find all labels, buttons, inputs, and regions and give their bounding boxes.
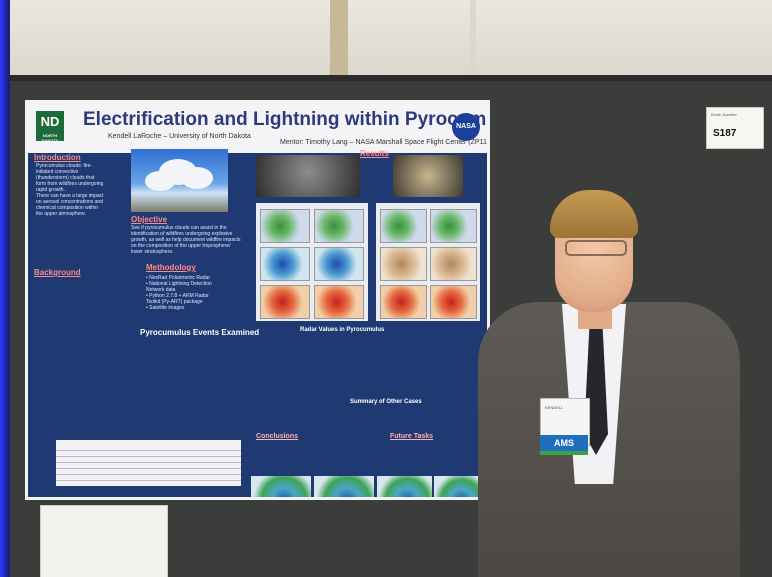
poster-mentor: Mentor: Timothy Lang – NASA Marshall Spa… [280,139,490,146]
radar-map [430,285,477,319]
note-card [40,505,168,577]
radar-map [314,209,364,243]
radar-map [380,209,427,243]
radar-map [430,247,477,281]
radar-map [314,247,364,281]
booth-number: S187 [713,128,737,139]
events-heading: Pyrocumulus Events Examined [140,328,260,337]
radar-map [380,247,427,281]
badge-stripe [540,451,588,455]
objective-text: See if pyrocumulus clouds can assist in … [131,225,241,255]
table-row [56,470,241,475]
radar-map [380,285,427,319]
research-poster: ND NORTH DAKOTA Electrification and Ligh… [25,100,490,500]
cloud-shape [181,167,213,189]
table-row [56,464,241,469]
satellite-image [256,155,360,197]
table-row [56,476,241,481]
radar-map [314,285,364,319]
radar-image [434,476,484,497]
badge-name: KENDELL [545,405,564,410]
summary-heading: Summary of Other Cases [350,399,422,405]
cloud-shape [145,171,175,191]
radar-map [430,209,477,243]
table-row [56,452,241,457]
sign-caption: Booth Number [711,112,737,117]
poster-title: Electrification and Lightning within Pyr… [83,109,487,130]
radar-image [377,476,432,497]
wall-seam [470,0,476,90]
poster-header: ND NORTH DAKOTA Electrification and Ligh… [28,103,487,153]
future-tasks-heading: Future Tasks [390,433,434,440]
ams-badge-label: AMS [540,435,588,451]
conclusions-heading: Conclusions [256,433,299,440]
results-heading: Results [360,149,389,158]
table-row [56,446,241,451]
introduction-text: Pyrocumulus clouds: fire- initiated conv… [36,163,104,217]
radar-map [260,209,310,243]
booth-number-sign: Booth Number S187 [706,107,764,149]
radar-image [251,476,311,497]
radar-plot-panel [256,203,368,321]
methodology-text: • NexRad Polarimetric Radar • National L… [146,275,212,311]
wall-seam [330,0,348,90]
radar-plot-panel [376,203,480,321]
radar-values-heading: Radar Values in Pyrocumulus [300,327,385,333]
satellite-image [393,155,463,197]
nasa-logo: NASA [452,113,480,141]
hair [550,190,638,238]
radar-map [260,247,310,281]
methodology-heading: Methodology [146,263,196,272]
glasses [565,240,627,256]
radar-map [260,285,310,319]
pyrocumulus-photo [131,149,228,212]
objective-heading: Objective [131,215,168,224]
left-edge [0,0,10,577]
presenter: KENDELL AMS [470,190,770,577]
table-row [56,458,241,463]
introduction-heading: Introduction [34,153,81,162]
events-table [56,440,241,486]
poster-author: Kendell LaRoche – University of North Da… [108,133,251,140]
background-heading: Background [34,268,81,277]
radar-image [314,476,374,497]
und-logo: ND NORTH DAKOTA [36,111,64,143]
